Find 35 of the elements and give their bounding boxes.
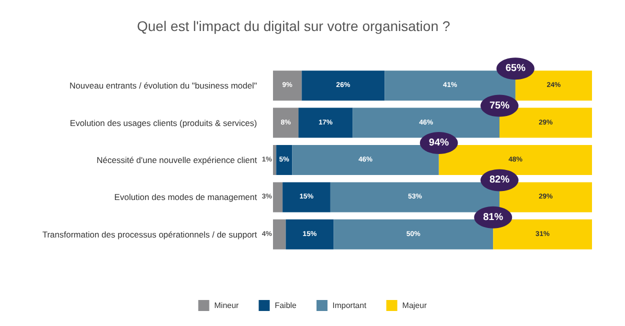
bar <box>298 108 353 138</box>
bar <box>352 108 500 138</box>
legend-label: Mineur <box>214 301 240 310</box>
bar <box>273 108 299 138</box>
annotation: 94% <box>428 138 449 148</box>
legend-label: Important <box>332 301 368 310</box>
y-tick-label: Evolution des modes de management <box>114 192 258 202</box>
bar <box>286 219 334 250</box>
bar <box>438 145 592 175</box>
legend-label: Faible <box>274 301 298 310</box>
bar <box>276 145 292 175</box>
bar <box>499 182 592 212</box>
bar <box>493 219 592 250</box>
annotation: 65% <box>505 63 526 74</box>
bar <box>273 145 276 175</box>
bar <box>515 70 592 101</box>
annotation: 82% <box>489 174 510 186</box>
y-tick-label: Evolution des usages clients (produits & services) <box>70 118 258 128</box>
y-tick-label: Nécessité d'une nouvelle expérience client <box>96 155 258 165</box>
bar <box>302 70 385 101</box>
chart-title: Quel est l'impact du digital sur votre organisation ? <box>137 18 450 34</box>
bar <box>273 219 286 250</box>
bar <box>384 70 516 101</box>
bar <box>292 145 439 175</box>
bar <box>282 182 330 212</box>
y-tick-label: Nouveau entrants / évolution du "business model" <box>70 80 257 91</box>
legend-label: Majeur <box>402 301 428 310</box>
annotation: 75% <box>489 100 510 112</box>
bar <box>499 108 592 138</box>
bar <box>273 70 302 101</box>
y-tick-label: Transformation des processus opérationnels / de support <box>42 229 258 240</box>
bar <box>330 182 500 212</box>
bar <box>273 182 283 212</box>
bar <box>334 219 494 250</box>
annotation: 81% <box>483 212 504 223</box>
